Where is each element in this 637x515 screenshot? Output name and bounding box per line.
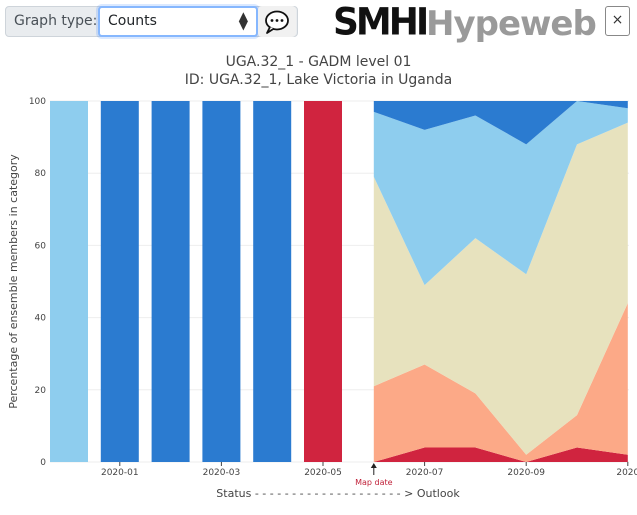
speech-bubble-icon xyxy=(265,10,289,34)
y-tick-label: 100 xyxy=(29,97,46,107)
status-bar xyxy=(50,101,88,462)
outlook-area-normal xyxy=(373,122,628,455)
map-date-arrow-icon xyxy=(370,463,377,468)
y-tick-label: 20 xyxy=(35,386,47,396)
map-date-label: Map date xyxy=(355,478,393,487)
x-tick-label: 2020-07 xyxy=(406,468,444,478)
outlook-area-very-dry xyxy=(373,447,628,462)
y-tick-label: 80 xyxy=(35,169,47,179)
x-axis-label: Status - - - - - - - - - - - - - - - - -… xyxy=(216,487,460,500)
status-bar xyxy=(100,101,139,462)
chart-title: UGA.32_1 - GADM level 01 ID: UGA.32_1, L… xyxy=(0,53,637,89)
toolbar: Graph type: Counts ▲ ▼ SMHI Hypeweb × xyxy=(0,0,637,44)
comment-button[interactable] xyxy=(258,6,296,37)
x-tick-label: 2020-01 xyxy=(101,468,139,478)
chart-title-line1: UGA.32_1 - GADM level 01 xyxy=(225,54,412,70)
graph-type-group: Graph type: Counts ▲ ▼ xyxy=(5,6,298,37)
graph-type-select[interactable]: Counts ▲ ▼ xyxy=(98,6,258,37)
logo-hypeweb: Hypeweb xyxy=(426,4,597,44)
y-tick-label: 40 xyxy=(35,314,47,324)
close-button[interactable]: × xyxy=(605,6,630,36)
smhi-hypeweb-logo: SMHI Hypeweb xyxy=(333,0,597,46)
status-bar xyxy=(151,101,190,462)
status-bar xyxy=(202,101,241,462)
graph-type-select-value: Counts xyxy=(108,13,157,29)
y-axis-label: Percentage of ensemble members in catego… xyxy=(7,154,20,409)
x-tick-label: 2020-03 xyxy=(203,468,241,478)
logo-smhi: SMHI xyxy=(333,0,429,45)
graph-type-label: Graph type: xyxy=(14,13,98,29)
x-tick-label: 2020-05 xyxy=(304,468,342,478)
outlook-area-dry xyxy=(373,303,628,462)
select-caret-icon: ▲ ▼ xyxy=(238,9,248,32)
status-bar xyxy=(253,101,292,462)
x-tick-label: 2020-09 xyxy=(507,468,545,478)
x-tick-label: 2020 xyxy=(616,468,637,478)
chart-title-line2: ID: UGA.32_1, Lake Victoria in Uganda xyxy=(184,72,453,88)
y-tick-label: 60 xyxy=(35,241,47,251)
y-tick-label: 0 xyxy=(40,458,46,468)
outlook-area-very-wet xyxy=(373,101,628,286)
status-bar xyxy=(304,101,342,462)
outlook-area-wet xyxy=(373,101,628,145)
